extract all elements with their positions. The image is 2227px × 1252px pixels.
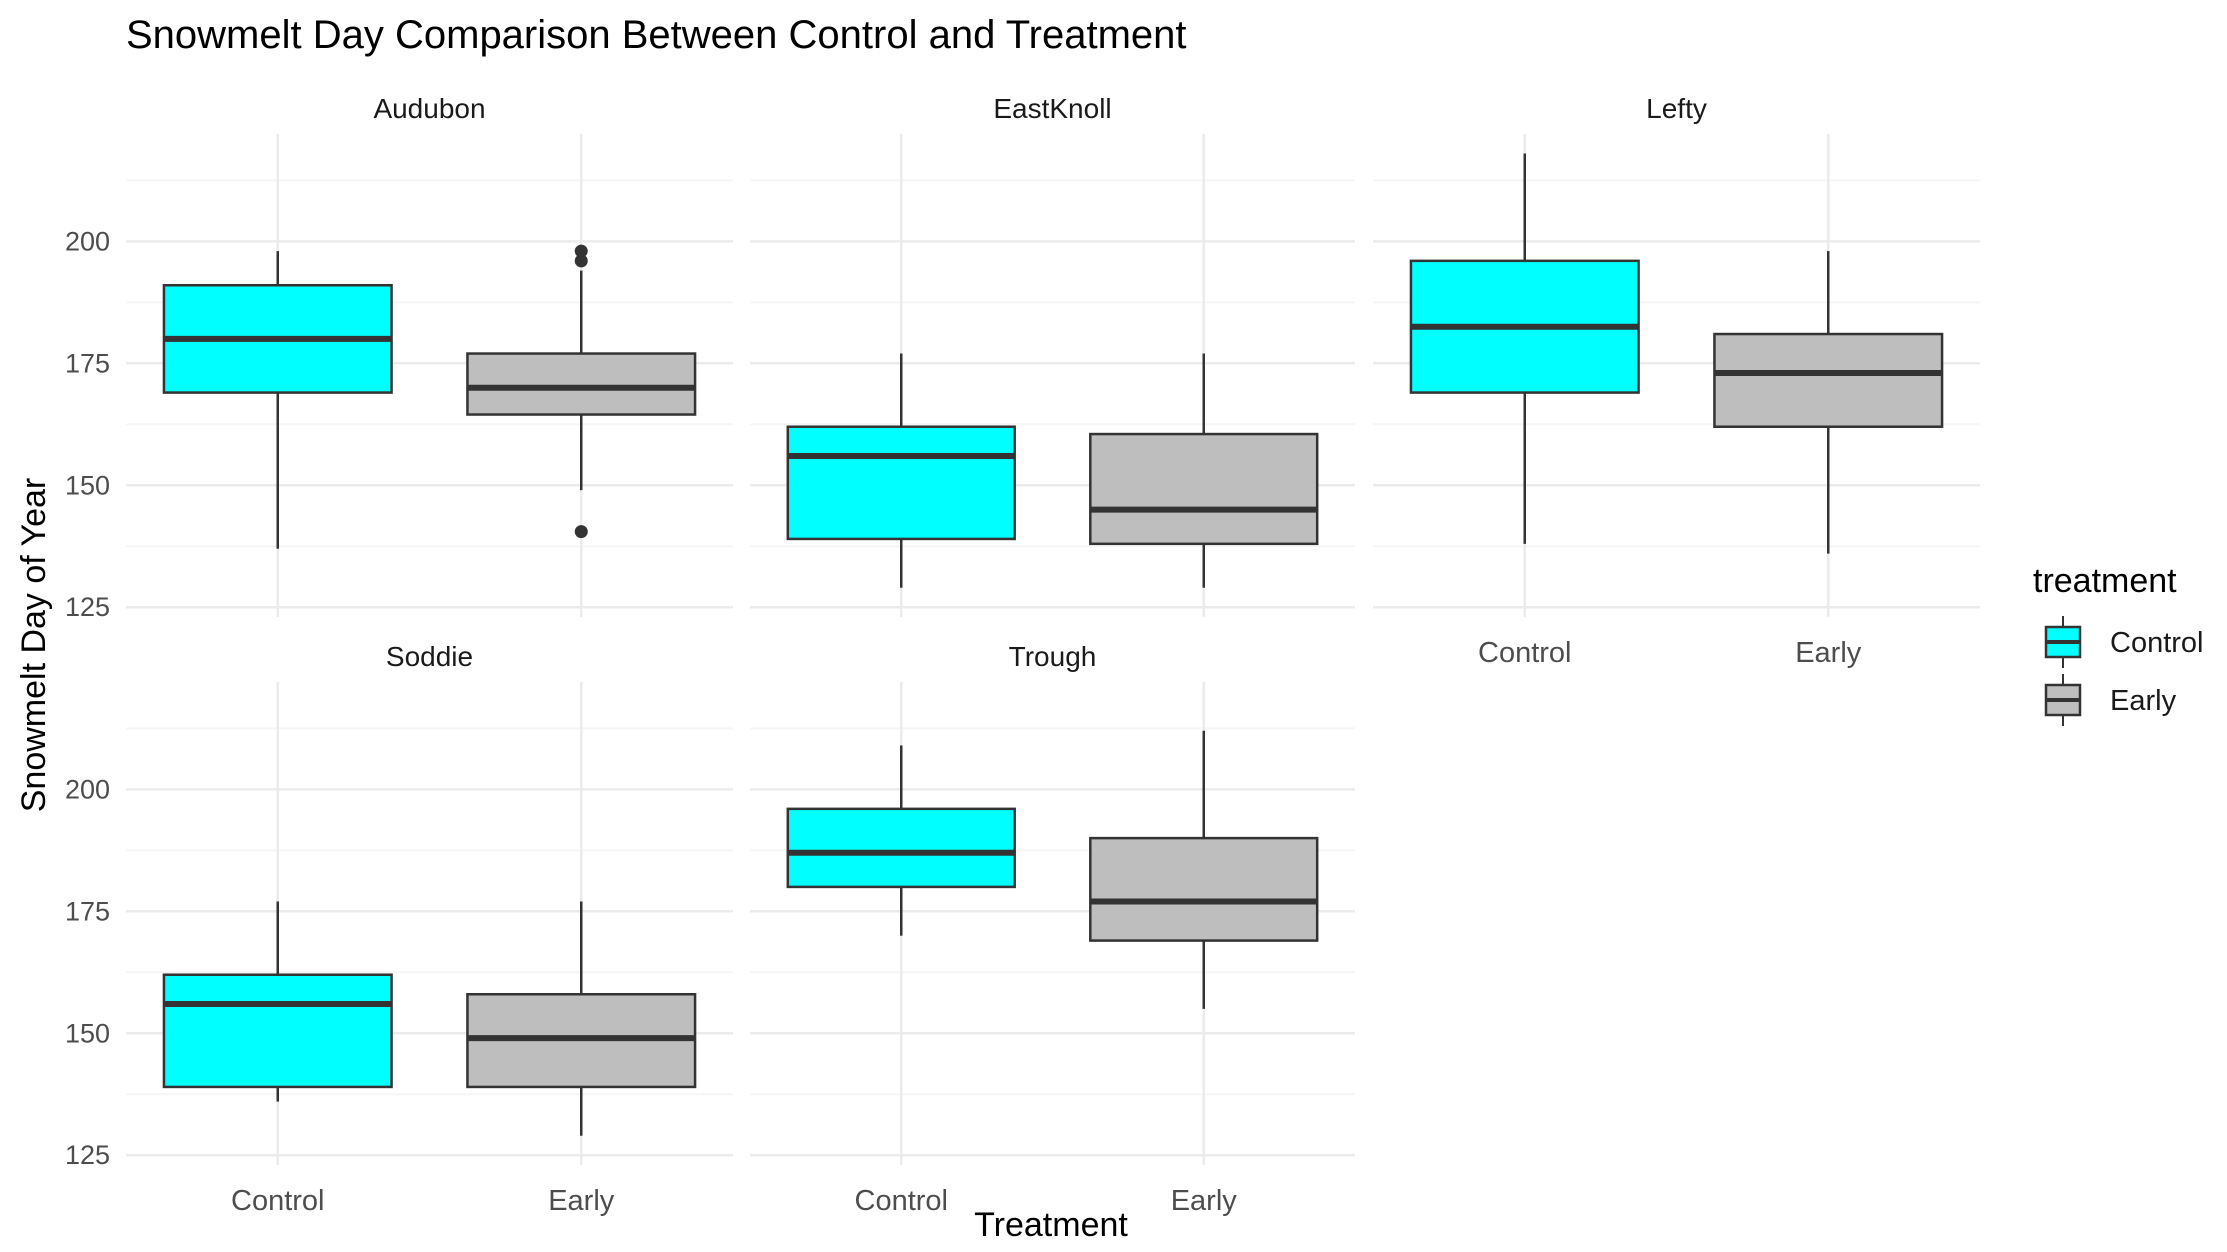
- legend-entry-control: Control: [2044, 616, 2204, 668]
- box-iqr: [786, 425, 1016, 541]
- box-eastknoll-early: [1089, 353, 1319, 588]
- legend-label: Control: [2110, 627, 2204, 659]
- outlier-point: [574, 244, 588, 258]
- box-audubon-early: [466, 244, 697, 539]
- facet-label-trough: Trough: [1009, 641, 1097, 672]
- facet-panel-eastknoll: EastKnoll: [750, 93, 1355, 617]
- y-axis-title: Snowmelt Day of Year: [15, 478, 53, 813]
- box-iqr: [1713, 332, 1944, 428]
- y-tick-label: 175: [65, 896, 110, 926]
- facet-panel-soddie: Soddie 125 150 175 200 Control Early: [65, 641, 733, 1217]
- outlier-point: [574, 254, 588, 268]
- box-lefty-early: [1713, 251, 1944, 554]
- x-axis-title: Treatment: [974, 1206, 1128, 1244]
- facet-label-audubon: Audubon: [373, 93, 485, 124]
- y-tick-label: 125: [65, 1140, 110, 1170]
- facet-panel-lefty: Lefty Control Early: [1373, 93, 1980, 669]
- y-tick-label: 175: [65, 348, 110, 378]
- box-trough-early: [1089, 730, 1319, 1009]
- box-iqr: [1089, 836, 1319, 942]
- facet-label-lefty: Lefty: [1646, 93, 1707, 124]
- y-tick-label: 150: [65, 470, 110, 500]
- facet-panel-trough: Trough Control Early: [750, 641, 1355, 1217]
- chart-title: Snowmelt Day Comparison Between Control …: [126, 13, 1187, 57]
- x-tick-label: Control: [231, 1185, 325, 1217]
- x-tick-label: Control: [1478, 637, 1572, 669]
- x-tick-label: Early: [1171, 1185, 1238, 1217]
- facet-panel-audubon: Audubon 125 150 175 200: [65, 93, 733, 622]
- x-tick-label: Early: [1795, 637, 1862, 669]
- y-tick-label: 200: [65, 774, 110, 804]
- legend-label: Early: [2110, 685, 2177, 717]
- facet-label-soddie: Soddie: [386, 641, 473, 672]
- box-trough-control: [786, 745, 1016, 936]
- y-tick-label: 200: [65, 226, 110, 256]
- box-lefty-control: [1409, 153, 1640, 544]
- box-iqr: [162, 973, 393, 1089]
- legend-entry-early: Early: [2044, 674, 2177, 726]
- facet-panels: Audubon 125 150 175 200 EastKnoll Lefty Control…: [65, 93, 1980, 1217]
- y-tick-label: 125: [65, 592, 110, 622]
- box-soddie-control: [162, 901, 393, 1102]
- box-audubon-control: [162, 251, 393, 549]
- x-tick-label: Control: [855, 1185, 949, 1217]
- x-tick-label: Early: [548, 1185, 615, 1217]
- box-iqr: [786, 807, 1016, 889]
- box-iqr: [466, 352, 697, 416]
- box-eastknoll-control: [786, 353, 1016, 588]
- box-iqr: [1089, 432, 1319, 546]
- legend-title: treatment: [2033, 562, 2177, 600]
- legend: treatment Control Early: [2033, 562, 2204, 726]
- outlier-point: [574, 525, 588, 539]
- box-soddie-early: [466, 901, 697, 1136]
- facet-label-eastknoll: EastKnoll: [993, 93, 1111, 124]
- y-tick-label: 150: [65, 1018, 110, 1048]
